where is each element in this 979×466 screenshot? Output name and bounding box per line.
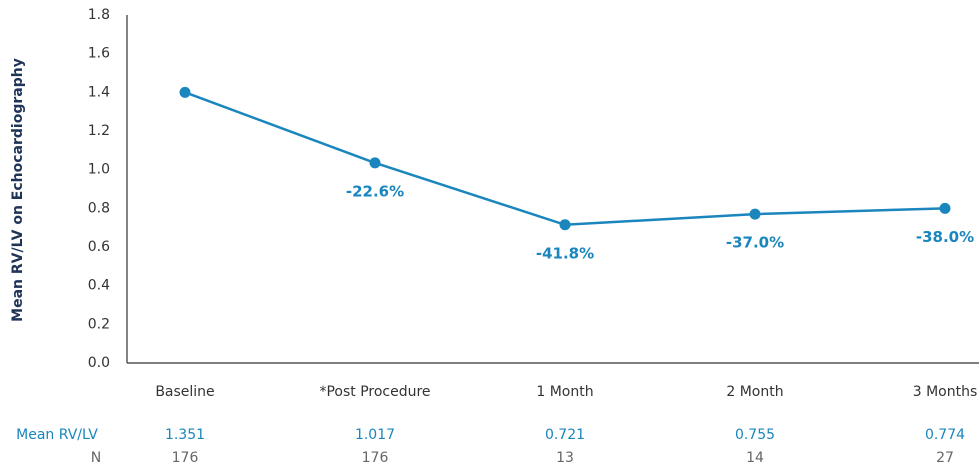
x-tick-label: 3 Months — [913, 384, 978, 400]
x-tick-label: 2 Month — [726, 384, 783, 400]
y-tick-label: 1.0 — [88, 162, 110, 178]
change-label: -38.0% — [916, 228, 974, 246]
table-cell: 1.351 — [165, 427, 205, 443]
point — [749, 208, 761, 220]
table-row-label: N — [91, 450, 101, 466]
y-tick-label: 0.6 — [88, 239, 110, 255]
point — [939, 202, 951, 214]
change-label: -22.6% — [346, 182, 404, 200]
table-cell: 0.755 — [735, 427, 775, 443]
y-tick-label: 0.2 — [88, 316, 110, 332]
y-axis-label: Mean RV/LV on Echocardiography — [10, 58, 26, 322]
change-label: -41.8% — [536, 244, 594, 262]
line — [184, 91, 946, 227]
point — [559, 219, 571, 231]
table-cell: 13 — [556, 450, 574, 466]
table-cell: 14 — [746, 450, 764, 466]
y-tick-label: 0.8 — [88, 200, 110, 216]
point — [179, 86, 191, 98]
y-tick-label: 1.4 — [88, 84, 110, 100]
table-cell: 0.721 — [545, 427, 585, 443]
y-tick-label: 1.2 — [88, 123, 110, 139]
x-tick-label: 1 Month — [536, 384, 593, 400]
table-cell: 0.774 — [925, 427, 965, 443]
table-cell: 176 — [362, 450, 389, 466]
y-tick-label: 0.0 — [88, 355, 110, 371]
table-cell: 1.017 — [355, 427, 395, 443]
table-cell: 27 — [936, 450, 954, 466]
y-tick-label: 0.4 — [88, 278, 110, 294]
change-label: -37.0% — [726, 234, 784, 252]
y-tick-label: 1.8 — [88, 7, 110, 23]
table-row-label: Mean RV/LV — [16, 427, 98, 443]
x-tick-label: *Post Procedure — [319, 384, 430, 400]
table-cell: 176 — [172, 450, 199, 466]
x-tick-label: Baseline — [155, 384, 214, 400]
point — [369, 157, 381, 169]
y-tick-label: 1.6 — [88, 46, 110, 62]
